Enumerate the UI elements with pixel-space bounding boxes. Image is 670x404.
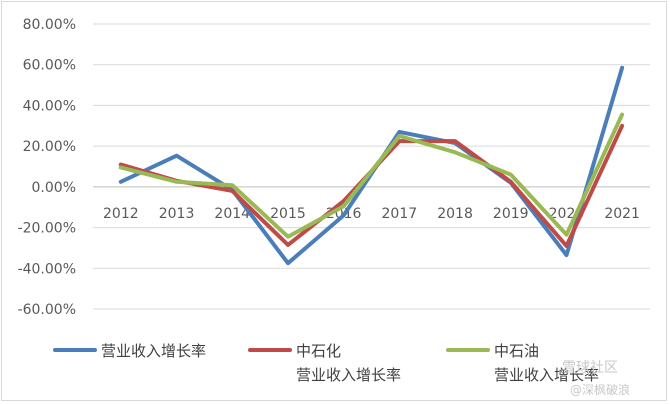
x-tick-label: 2013 (159, 206, 195, 222)
legend-label: 营业收入增长率 (494, 366, 599, 384)
y-tick-label: 40.00% (23, 98, 76, 114)
x-tick-label: 2019 (493, 206, 529, 222)
y-tick-label: -40.00% (18, 261, 76, 277)
y-tick-label: 0.00% (32, 180, 76, 196)
x-tick-label: 2012 (103, 206, 139, 222)
y-tick-label: 20.00% (23, 139, 76, 155)
grid (93, 23, 650, 310)
x-tick-label: 2017 (382, 206, 418, 222)
y-tick-label: 60.00% (23, 58, 76, 74)
y-tick-label: -20.00% (18, 221, 76, 237)
series-lines (118, 65, 625, 266)
x-tick-label: 2015 (270, 206, 306, 222)
y-tick-label: 80.00% (23, 17, 76, 33)
legend-label: 中石油 (494, 342, 539, 360)
x-tick-label: 2021 (604, 206, 640, 222)
x-axis: 2012 2013 2014 2015 2016 2017 2018 2019 2020 2021 (103, 206, 640, 222)
legend-label: 中石化 (296, 342, 341, 360)
y-tick-label: -60.00% (18, 302, 76, 318)
watermark-line2: @深枫破浪 (570, 382, 630, 397)
legend-label: 营业收入增长率 (296, 366, 401, 384)
x-tick-label: 2014 (214, 206, 250, 222)
watermark-line1: 雪球社区 (562, 360, 618, 376)
y-axis: 80.00% 60.00% 40.00% 20.00% 0.00% -20.00% -40.… (18, 17, 76, 318)
series-line-1 (118, 65, 625, 266)
watermark: 雪球社区 @深枫破浪 (562, 360, 630, 397)
series-line-3 (118, 112, 625, 239)
x-tick-label: 2018 (437, 206, 473, 222)
legend-label: 营业收入增长率 (101, 342, 206, 360)
